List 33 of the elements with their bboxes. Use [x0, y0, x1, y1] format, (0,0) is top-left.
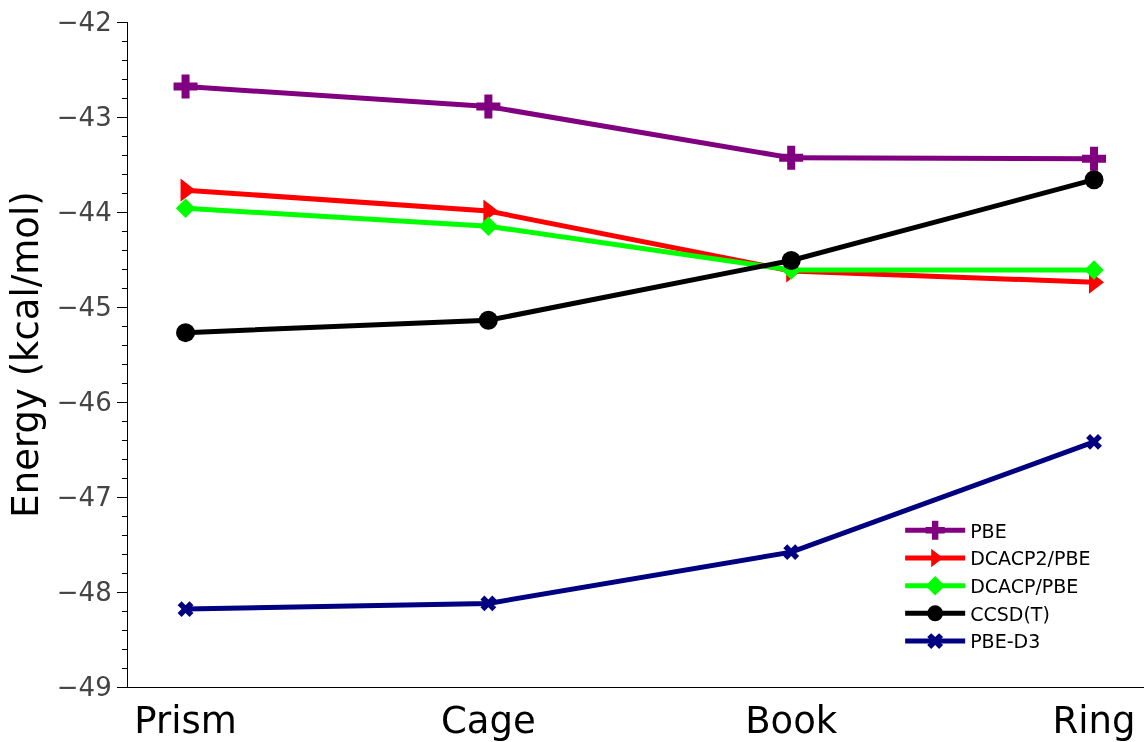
point: [1082, 146, 1107, 171]
legend-label: PBE-D3: [970, 630, 1041, 653]
x-tick-label: Prism: [134, 698, 237, 742]
point: [173, 74, 198, 99]
legend-label: DCACP2/PBE: [970, 547, 1091, 570]
point: [779, 145, 804, 170]
point: [1084, 260, 1104, 280]
point: [175, 198, 196, 218]
x-tick-label: Ring: [1052, 698, 1136, 742]
y-tick-label: −44: [56, 197, 112, 228]
x-tick-label: Cage: [440, 698, 536, 742]
legend-label: DCACP/PBE: [970, 575, 1079, 598]
y-tick-label: −49: [56, 672, 112, 703]
y-tick-label: −47: [56, 482, 112, 513]
point: [480, 595, 497, 612]
point: [478, 310, 498, 330]
y-tick-label: −48: [56, 577, 112, 608]
point: [1084, 170, 1104, 190]
point: [478, 216, 499, 236]
legend-label: CCSD(T): [970, 602, 1050, 625]
y-tick-label: −45: [56, 292, 112, 323]
point: [1086, 433, 1102, 450]
point: [783, 544, 800, 561]
point: [476, 94, 501, 119]
point: [176, 323, 196, 343]
y-tick-label: −43: [56, 102, 112, 133]
y-tick-label: −42: [56, 7, 112, 38]
legend-label: PBE: [970, 519, 1007, 542]
y-tick-label: −46: [56, 387, 112, 418]
x-tick-label: Book: [745, 698, 838, 742]
point: [781, 250, 801, 270]
point: [177, 601, 194, 618]
y-axis-title: Energy (kcal/mol): [4, 191, 48, 518]
